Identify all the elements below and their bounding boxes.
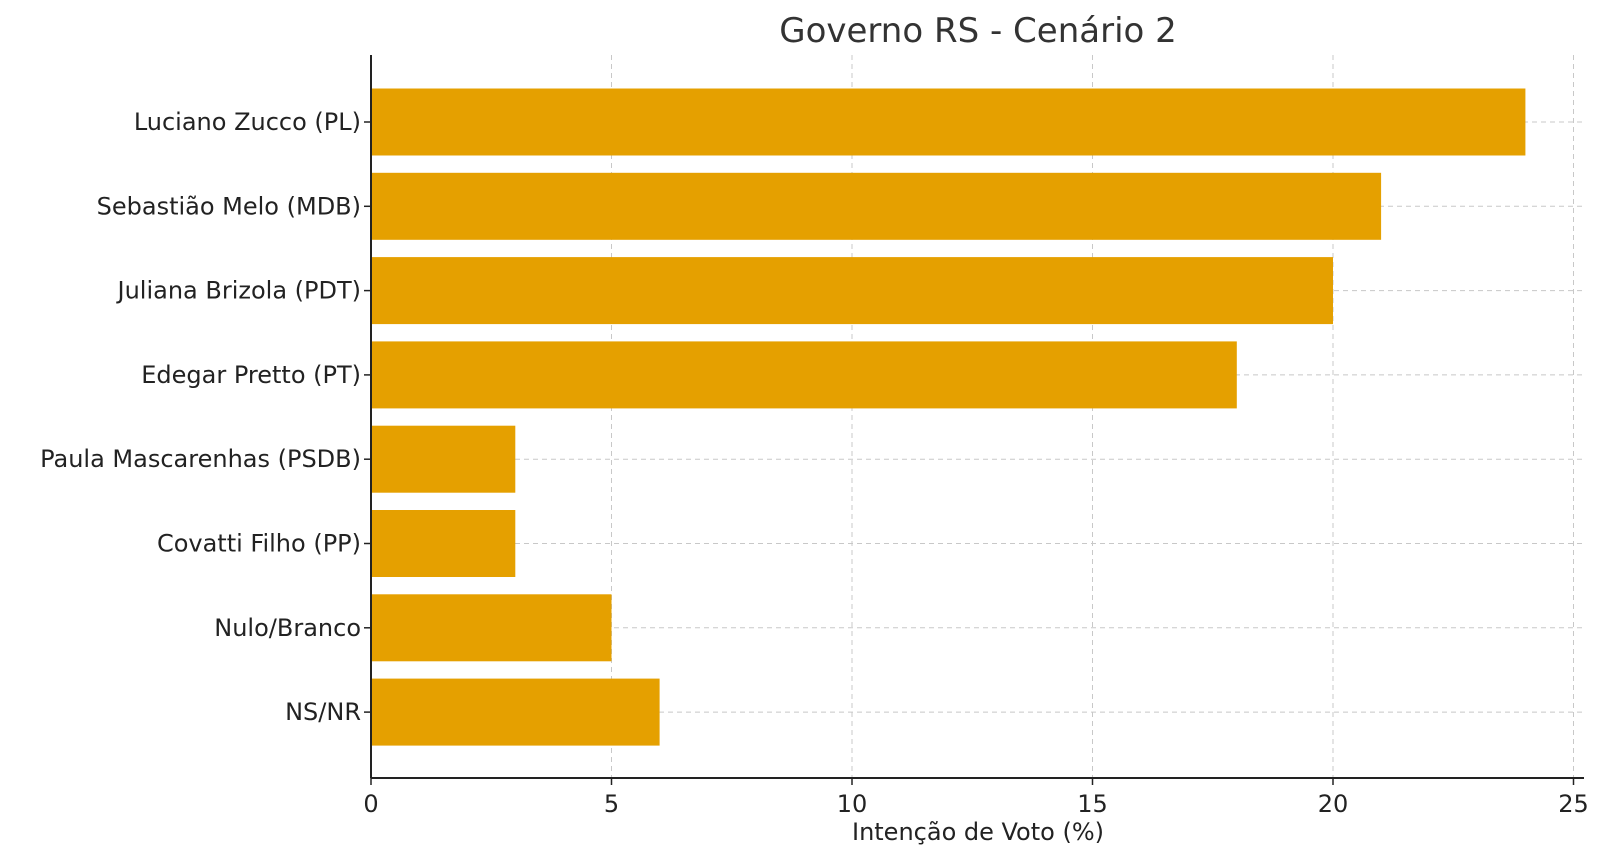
x-tick-label: 10 <box>837 790 868 818</box>
chart-title: Governo RS - Cenário 2 <box>779 11 1177 51</box>
y-tick-label: NS/NR <box>285 698 361 726</box>
bar <box>371 88 1526 156</box>
y-tick-label: Luciano Zucco (PL) <box>134 108 361 136</box>
x-axis-label: Intenção de Voto (%) <box>852 818 1104 846</box>
y-tick-label: Sebastião Melo (MDB) <box>97 192 361 220</box>
x-tick-label: 0 <box>363 790 378 818</box>
bars <box>371 88 1526 746</box>
bar <box>371 172 1382 240</box>
bar <box>371 678 660 746</box>
bar <box>371 594 612 662</box>
bar <box>371 425 516 493</box>
y-axis-ticks: Luciano Zucco (PL) Sebastião Melo (MDB) Ju… <box>40 108 371 726</box>
bar <box>371 510 516 577</box>
y-tick-label: Nulo/Branco <box>214 614 361 642</box>
y-tick-label: Covatti Filho (PP) <box>157 530 361 558</box>
x-tick-label: 15 <box>1077 790 1108 818</box>
x-tick-label: 25 <box>1558 790 1589 818</box>
x-axis-ticks: 0 5 10 15 20 25 <box>363 778 1589 818</box>
bar <box>371 257 1333 325</box>
x-tick-label: 20 <box>1318 790 1349 818</box>
y-tick-label: Paula Mascarenhas (PSDB) <box>40 445 361 473</box>
bar <box>371 341 1237 409</box>
y-tick-label: Edegar Pretto (PT) <box>141 361 361 389</box>
axes <box>370 55 1584 779</box>
y-tick-label: Juliana Brizola (PDT) <box>115 277 361 305</box>
x-tick-label: 5 <box>604 790 619 818</box>
grid-lines <box>371 55 1584 778</box>
